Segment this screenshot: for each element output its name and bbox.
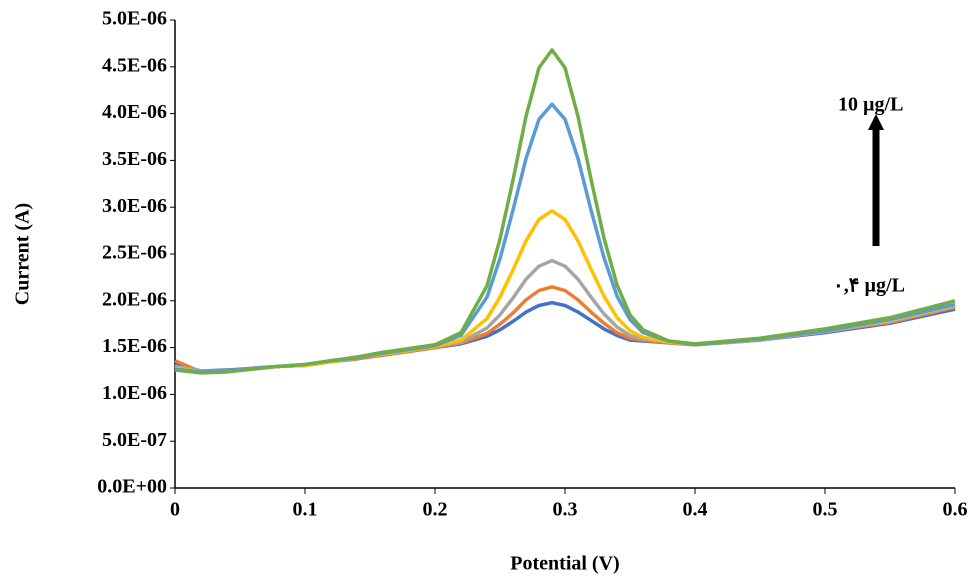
y-tick-label: 5.0E-07: [102, 429, 167, 451]
x-tick-label: 0: [170, 499, 180, 521]
y-tick-label: 1.5E-06: [102, 335, 167, 357]
x-tick-label: 0.4: [683, 499, 708, 521]
annotation: 10 µg/L: [838, 94, 903, 116]
x-axis-title: Potential (V): [510, 553, 619, 575]
y-tick-label: 3.0E-06: [102, 195, 167, 217]
series-line: [174, 48, 956, 375]
y-tick-label: 5.0E-06: [102, 8, 167, 30]
y-tick-label: 3.5E-06: [102, 148, 167, 170]
x-tick-label: 0.5: [813, 499, 838, 521]
y-tick-label: 1.0E-06: [102, 382, 167, 404]
annotation: ۰,۴ µg/L: [833, 275, 905, 297]
y-tick-label: 2.5E-06: [102, 242, 167, 264]
y-axis-title: Current (A): [12, 203, 34, 305]
y-tick-label: 2.0E-06: [102, 288, 167, 310]
arrow-head: [868, 114, 884, 130]
y-tick-label: 4.5E-06: [102, 54, 167, 76]
x-tick-label: 0.3: [553, 499, 578, 521]
series-line: [174, 300, 956, 373]
y-tick-label: 4.0E-06: [102, 101, 167, 123]
x-tick-label: 0.2: [423, 499, 448, 521]
x-tick-label: 0.1: [293, 499, 318, 521]
y-tick-label: 0.0E+00: [97, 476, 167, 498]
x-tick-label: 0.6: [943, 499, 968, 521]
